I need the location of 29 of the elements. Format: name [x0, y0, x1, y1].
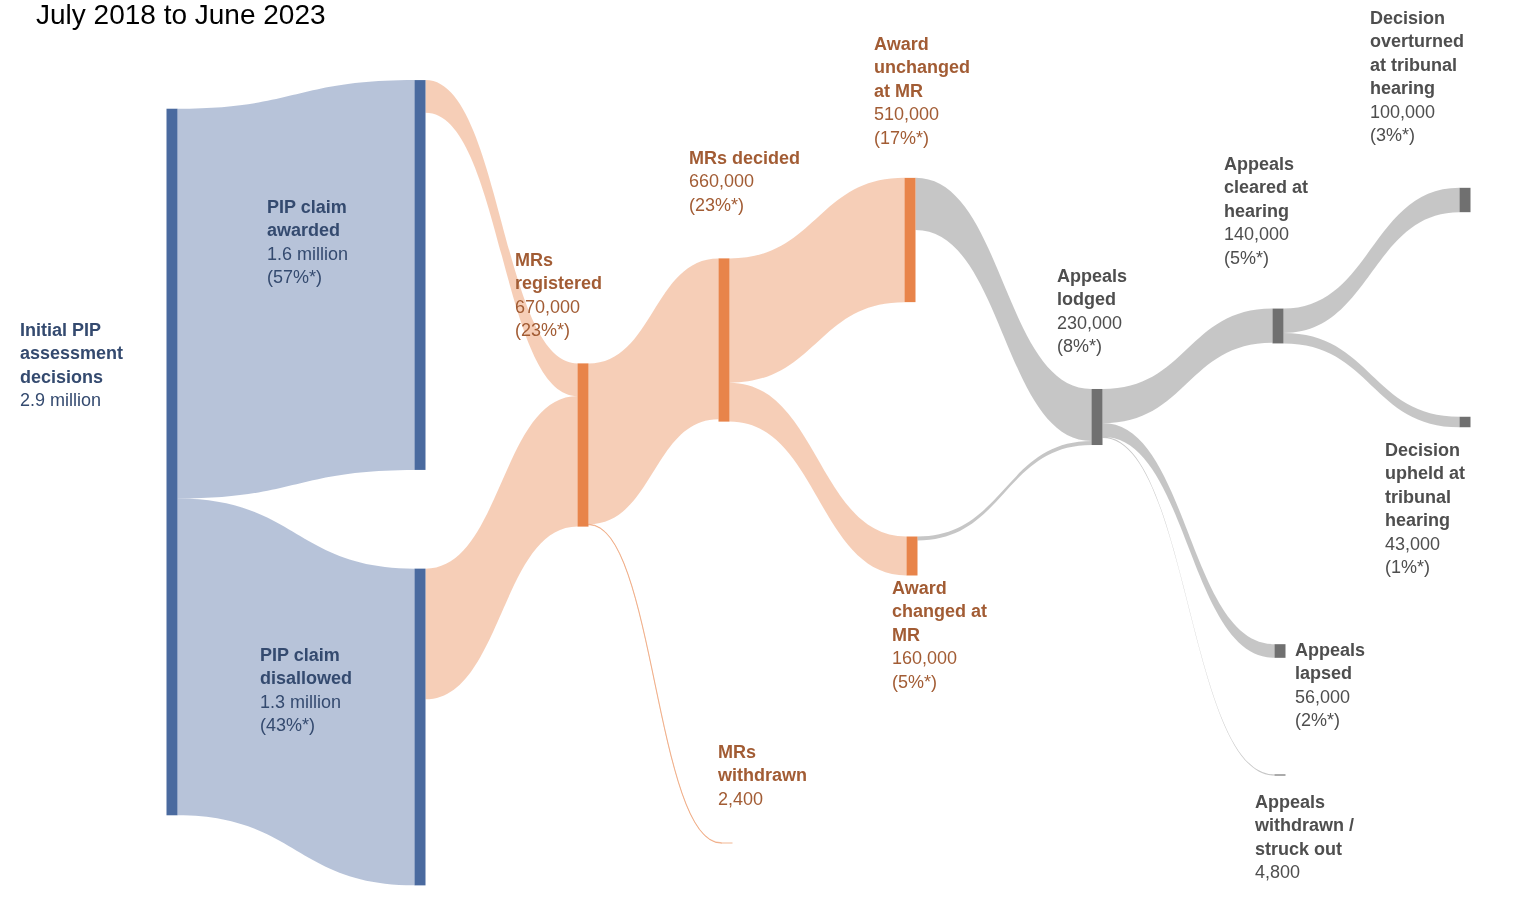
data-label: 100,000 (3%*) [1370, 101, 1436, 145]
category-label: PIP claim disallowed [260, 645, 353, 689]
data-label: 2,400 [718, 788, 764, 809]
category-label: MRs registered [515, 250, 603, 294]
data-label: 660,000 (23%*) [689, 171, 755, 215]
category-label: Initial PIP assessment decisions [20, 320, 124, 387]
data-label: 140,000 (5%*) [1224, 224, 1290, 268]
category-label: Decision upheld at tribunal hearing [1385, 440, 1465, 531]
category-label: Award changed at MR [892, 578, 988, 645]
data-label: 1.3 million (43%*) [260, 691, 342, 736]
data-label: 230,000 (8%*) [1057, 312, 1123, 357]
text: July 2018 to June 2023 [36, 0, 326, 30]
category-label: MRs withdrawn [717, 742, 807, 786]
category-label: Appeals withdrawn / struck out [1254, 792, 1354, 859]
data-label: 160,000 (5%*) [892, 648, 958, 692]
data-label: 43,000 (1%*) [1385, 533, 1441, 577]
category-label: Award unchanged at MR [874, 34, 971, 101]
category-label: PIP claim awarded [267, 197, 347, 241]
category-label: Appeals lodged [1057, 266, 1128, 310]
category-label: Appeals cleared at hearing [1224, 154, 1309, 221]
data-label: 56,000 (2%*) [1295, 686, 1351, 731]
category-label: Appeals lapsed [1295, 640, 1366, 684]
data-label: 1.6 million (57%*) [267, 243, 349, 288]
data-label: 4,800 [1255, 862, 1301, 883]
category-label: MRs decided [689, 148, 801, 168]
data-label: 510,000 (17%*) [874, 104, 940, 148]
data-label: 2.9 million [20, 390, 102, 411]
category-label: Decision overturned at tribunal hearing [1370, 8, 1465, 99]
data-label: 670,000 (23%*) [515, 296, 581, 341]
